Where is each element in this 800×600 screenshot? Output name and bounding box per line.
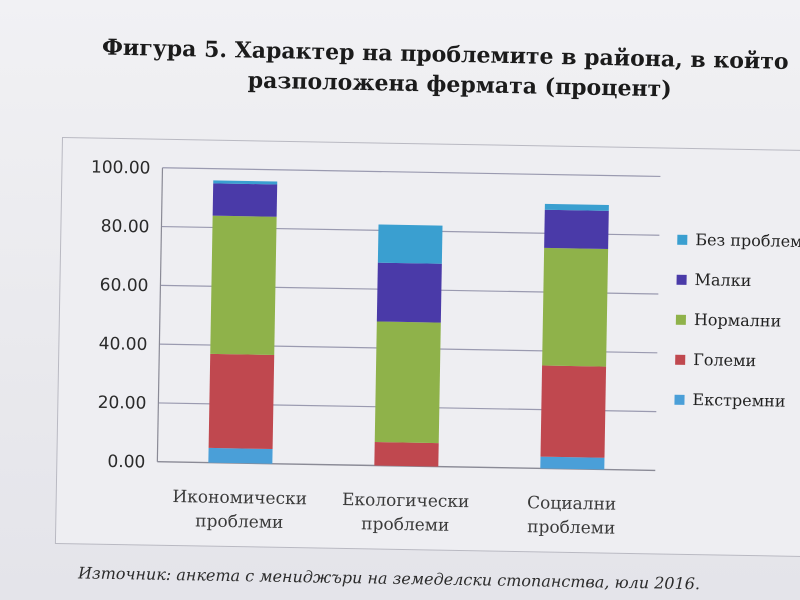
- stacked-bar-chart: 0.00 20.00 40.00 60.00 80.00 100.00 Икономичес…: [91, 158, 800, 539]
- category-label: проблеми: [361, 514, 449, 536]
- category-label: Икономически: [172, 487, 307, 509]
- gridline: [162, 167, 661, 178]
- y-tick-label: 80.00: [101, 216, 150, 237]
- legend-label: Нормални: [694, 310, 782, 331]
- legend-swatch: [675, 354, 686, 365]
- y-tick-label: 0.00: [107, 452, 145, 473]
- bar-segment-4: [544, 203, 609, 211]
- bar-segment-1: [208, 353, 275, 450]
- bar-segment-3: [376, 262, 442, 323]
- bar-segment-2: [542, 247, 609, 367]
- category-label: Социални: [527, 493, 616, 515]
- bar-segment-4: [213, 180, 278, 185]
- bar-segment-1: [374, 441, 439, 467]
- bar-segment-1: [540, 365, 607, 458]
- legend-swatch: [677, 234, 688, 245]
- legend-label: Малки: [694, 270, 751, 290]
- y-tick-label: 100.00: [91, 158, 151, 179]
- bar-segment-3: [544, 209, 609, 250]
- bar-segment-3: [212, 183, 278, 217]
- y-tick-label: 40.00: [99, 334, 148, 355]
- legend-swatch: [676, 274, 687, 285]
- bar-segment-4: [377, 224, 443, 264]
- chart-frame: 0.00 20.00 40.00 60.00 80.00 100.00 Икономичес…: [54, 137, 800, 558]
- legend-swatch: [675, 314, 686, 325]
- legend-swatch: [674, 394, 685, 405]
- legend-label: Големи: [693, 350, 756, 370]
- bar-segment-0: [540, 456, 605, 470]
- bar-segment-2: [210, 215, 277, 355]
- chart-title: Фигура 5. Характер на проблемите в район…: [102, 33, 800, 108]
- source-note: Източник: анкета с мениджъри на земеделс…: [77, 563, 701, 594]
- category-label: Екологически: [342, 490, 470, 512]
- y-tick-label: 60.00: [100, 275, 149, 296]
- category-label: проблеми: [195, 511, 283, 533]
- legend-label: Без проблеми: [695, 230, 800, 251]
- bar-segment-2: [374, 321, 441, 444]
- y-axis-line: [156, 167, 164, 462]
- bar-segment-0: [208, 447, 273, 464]
- category-label: проблеми: [527, 517, 615, 539]
- legend-label: Екстремни: [692, 390, 785, 411]
- y-tick-label: 20.00: [98, 393, 147, 414]
